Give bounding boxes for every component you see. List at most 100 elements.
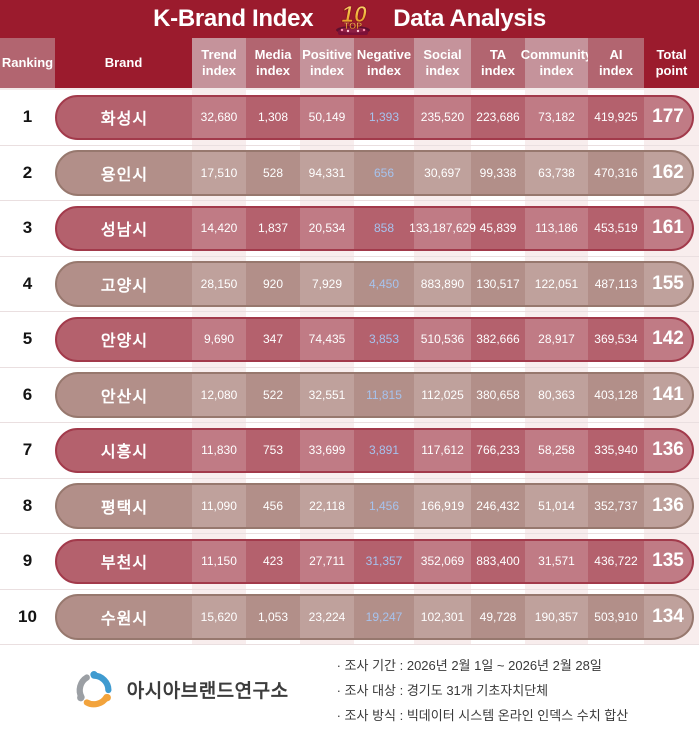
social-index: 117,612	[414, 429, 471, 471]
rank-value: 8	[22, 495, 33, 515]
brand-name: 안양시	[100, 333, 149, 351]
total-point: 142	[644, 318, 692, 360]
social-index: 166,919	[414, 485, 471, 527]
social-index: 352,069	[414, 540, 471, 582]
rank-value: 6	[22, 384, 33, 404]
ta-index: 382,666	[476, 332, 520, 347]
community-index: 58,258	[525, 429, 588, 471]
community-index: 190,357	[525, 596, 588, 638]
ai-index: 487,113	[594, 276, 638, 291]
rank-value: 10	[18, 606, 37, 626]
row-pill-wrap: 안산시 12,080 522 32,551 11,815 112,025 380…	[55, 368, 699, 423]
media-index: 753	[262, 443, 284, 458]
table-row: 3 성남시 14,420 1,837 20,534 858 133,187,62…	[0, 201, 699, 257]
community-index: 122,051	[525, 263, 588, 305]
ranking-table-body: 1 화성시 32,680 1,308 50,149 1,393 235,520 …	[0, 88, 699, 645]
row-pill: 성남시 14,420 1,837 20,534 858 133,187,629 …	[55, 205, 694, 251]
negative-index: 11,815	[366, 387, 402, 402]
organization-name: 아시아브랜드연구소	[126, 681, 289, 702]
community-index: 31,571	[525, 540, 588, 582]
negative-index: 3,891	[368, 443, 400, 458]
total-point: 136	[644, 429, 692, 471]
trend-index: 9,690	[192, 318, 246, 360]
social-index: 883,890	[414, 263, 471, 305]
table-row: 8 평택시 11,090 456 22,118 1,456 166,919 24…	[0, 479, 699, 534]
positive-index: 20,534	[300, 207, 354, 249]
rank-value: 9	[22, 551, 33, 571]
title-bar: K-Brand Index 10	[0, 0, 699, 38]
total-point: 162	[644, 152, 692, 194]
table-row: 4 고양시 28,150 920 7,929 4,450 883,890 130…	[0, 257, 699, 312]
row-pill: 시흥시 11,830 753 33,699 3,891 117,612 766,…	[55, 427, 694, 473]
survey-period-note: · 조사 기간 : 2026년 2월 1일 ~ 2026년 2월 28일	[336, 658, 602, 673]
table-row: 6 안산시 12,080 522 32,551 11,815 112,025 3…	[0, 368, 699, 423]
table-header-row: Ranking Brand Trend index Media index Po…	[0, 38, 699, 88]
trend-index: 11,150	[192, 540, 246, 582]
row-pill: 수원시 15,620 1,053 23,224 19,247 102,301 4…	[55, 594, 694, 640]
media-index: 1,308	[257, 110, 289, 125]
svg-text:10: 10	[341, 1, 367, 27]
negative-index: 656	[373, 165, 395, 180]
brand-name: 수원시	[100, 610, 149, 628]
positive-index: 7,929	[300, 263, 354, 305]
page-title-right: Data Analysis	[393, 5, 546, 32]
negative-index: 858	[373, 221, 395, 236]
column-header-media: Media index	[246, 38, 300, 88]
media-index: 528	[262, 165, 284, 180]
community-index: 51,014	[525, 485, 588, 527]
media-index: 920	[262, 276, 284, 291]
negative-index: 1,393	[368, 110, 400, 125]
brand-name: 고양시	[100, 277, 149, 295]
page-title-left: K-Brand Index	[153, 5, 314, 32]
positive-index: 94,331	[300, 152, 354, 194]
positive-index: 74,435	[300, 318, 354, 360]
positive-index: 33,699	[300, 429, 354, 471]
rank-value: 7	[22, 440, 33, 460]
table-row: 5 안양시 9,690 347 74,435 3,853 510,536 382…	[0, 312, 699, 368]
community-index: 73,182	[525, 96, 588, 138]
positive-index: 27,711	[300, 540, 354, 582]
table-row: 2 용인시 17,510 528 94,331 656 30,697 99,33…	[0, 146, 699, 201]
ai-index: 503,910	[594, 609, 638, 624]
column-header-brand: Brand	[55, 38, 192, 88]
row-pill: 평택시 11,090 456 22,118 1,456 166,919 246,…	[55, 483, 694, 529]
row-pill-wrap: 성남시 14,420 1,837 20,534 858 133,187,629 …	[55, 201, 699, 256]
row-pill-wrap: 수원시 15,620 1,053 23,224 19,247 102,301 4…	[55, 590, 699, 645]
media-index: 522	[262, 387, 284, 402]
row-pill-wrap: 고양시 28,150 920 7,929 4,450 883,890 130,5…	[55, 257, 699, 312]
social-index: 510,536	[414, 318, 471, 360]
ta-index: 766,233	[476, 443, 520, 458]
table-row: 7 시흥시 11,830 753 33,699 3,891 117,612 76…	[0, 423, 699, 479]
total-point: 141	[644, 374, 692, 416]
row-pill: 부천시 11,150 423 27,711 31,357 352,069 883…	[55, 538, 694, 584]
ta-index: 883,400	[476, 554, 520, 569]
positive-index: 23,224	[300, 596, 354, 638]
media-index: 423	[262, 554, 284, 569]
asia-brand-institute-logo-icon	[71, 667, 117, 713]
ta-index: 45,839	[479, 221, 517, 236]
total-point: 177	[644, 96, 692, 138]
survey-target-note: · 조사 대상 : 경기도 31개 기초자치단체	[336, 683, 549, 698]
trend-index: 15,620	[192, 596, 246, 638]
ta-index: 380,658	[476, 387, 520, 402]
ta-index: 49,728	[479, 609, 517, 624]
row-pill-wrap: 평택시 11,090 456 22,118 1,456 166,919 246,…	[55, 479, 699, 534]
row-pill: 안양시 9,690 347 74,435 3,853 510,536 382,6…	[55, 316, 694, 362]
community-index: 63,738	[525, 152, 588, 194]
column-header-ta: TA index	[471, 38, 525, 88]
media-index: 456	[262, 498, 284, 513]
trend-index: 14,420	[192, 207, 246, 249]
column-header-positive: Positive index	[300, 38, 354, 88]
negative-index: 4,450	[368, 276, 400, 291]
survey-method-note: · 조사 방식 : 빅데이터 시스템 온라인 인덱스 수치 합산	[336, 708, 629, 723]
media-index: 347	[262, 332, 284, 347]
community-index: 80,363	[525, 374, 588, 416]
ai-index: 436,722	[594, 554, 638, 569]
media-index: 1,053	[257, 609, 289, 624]
trend-index: 12,080	[192, 374, 246, 416]
social-index: 102,301	[414, 596, 471, 638]
row-pill: 안산시 12,080 522 32,551 11,815 112,025 380…	[55, 372, 694, 418]
ai-index: 335,940	[594, 443, 638, 458]
ta-index: 246,432	[476, 498, 520, 513]
